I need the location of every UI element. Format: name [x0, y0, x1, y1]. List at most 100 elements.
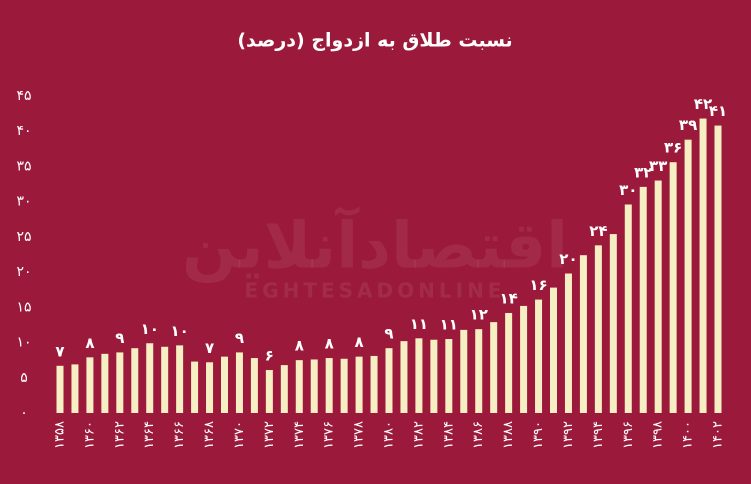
bar: [161, 346, 169, 413]
bar: [191, 361, 199, 413]
value-label: ۱۶: [529, 276, 547, 294]
bar: [56, 365, 64, 413]
bar: [579, 255, 587, 413]
bar: [176, 345, 184, 413]
bar: [101, 353, 109, 413]
value-label: ۷: [205, 339, 214, 357]
bar: [475, 329, 483, 413]
bar: [460, 329, 468, 413]
x-tick-label: ۱۳۹۶: [621, 421, 636, 449]
bar: [325, 358, 333, 413]
bar: [639, 186, 647, 413]
bar: [131, 348, 139, 413]
bar: [415, 338, 423, 413]
x-tick-label: ۱۳۸۲: [411, 421, 426, 449]
bar: [535, 299, 543, 413]
bar: [684, 139, 692, 414]
value-label: ۱۱: [410, 315, 428, 333]
value-label: ۱۰: [170, 322, 188, 340]
x-tick-label: ۱۳۸۴: [441, 421, 456, 449]
bar: [370, 355, 378, 413]
y-tick-label: ۵: [20, 370, 28, 386]
bar: [146, 343, 154, 413]
bar: [250, 358, 258, 413]
bar: [609, 234, 617, 413]
bar: [654, 180, 662, 413]
value-label: ۴۱: [709, 102, 727, 120]
bar: [550, 287, 557, 413]
chart-title: نسبت طلاق به ازدواج (درصد): [237, 30, 512, 52]
x-tick-label: ۱۳۶۴: [142, 421, 157, 449]
x-tick-label: ۱۳۶۲: [112, 421, 127, 449]
bar: [221, 356, 228, 413]
watermark: اقتصادآنلاین: [182, 206, 568, 284]
value-label: ۱۴: [499, 289, 517, 307]
y-tick-label: ۱۰: [16, 335, 31, 351]
value-label: ۴۲: [694, 95, 712, 113]
value-label: ۲۰: [559, 250, 577, 268]
y-tick-label: ۲۵: [16, 229, 31, 245]
value-label: ۸: [355, 333, 364, 351]
value-label: ۳۰: [619, 181, 637, 199]
bar: [699, 118, 707, 413]
x-tick-label: ۱۳۷۴: [292, 421, 307, 449]
y-tick-label: ۴۰: [16, 123, 31, 139]
x-tick-label: ۱۳۷۸: [352, 421, 367, 449]
x-tick-label: ۱۴۰۲: [711, 421, 726, 449]
value-label: ۹: [235, 329, 244, 347]
value-label: ۸: [295, 337, 304, 355]
bar: [265, 370, 273, 413]
value-label: ۳۶: [664, 139, 682, 157]
bar: [116, 352, 124, 413]
bar: [564, 273, 572, 413]
bar: [520, 305, 528, 413]
bar: [235, 352, 243, 413]
x-tick-label: ۱۳۷۶: [322, 421, 337, 449]
x-tick-label: ۱۳۹۰: [531, 421, 546, 449]
value-label: ۷: [55, 342, 64, 360]
bar: [355, 356, 363, 413]
value-label: ۱۱: [440, 316, 458, 334]
bar: [669, 162, 677, 413]
bar: [71, 364, 79, 413]
y-tick-label: ۳۰: [16, 194, 31, 210]
value-label: ۳۲: [634, 163, 652, 181]
x-tick-label: ۱۳۶۰: [82, 421, 97, 449]
value-label: ۲۴: [589, 222, 607, 240]
bar: [714, 125, 722, 413]
value-label: ۳۳: [649, 157, 667, 175]
x-tick-label: ۱۳۶۸: [202, 421, 217, 449]
y-tick-label: ۱۵: [16, 299, 31, 315]
value-label: ۹: [384, 325, 393, 343]
x-tick-label: ۱۳۸۰: [382, 421, 397, 449]
bar: [86, 357, 94, 413]
bar: [490, 322, 498, 413]
y-tick-label: ۳۵: [16, 158, 31, 174]
x-tick-label: ۱۳۸۸: [501, 421, 516, 449]
bar: [340, 358, 348, 413]
x-tick-label: ۱۳۹۴: [591, 421, 606, 449]
bar: [295, 360, 303, 413]
bar: [430, 339, 438, 413]
value-label: ۱۲: [470, 306, 488, 324]
value-label: ۶: [265, 347, 274, 365]
x-tick-label: ۱۴۰۰: [681, 421, 696, 449]
x-tick-label: ۱۳۵۸: [53, 421, 68, 449]
x-tick-label: ۱۳۷۰: [232, 421, 247, 449]
bar: [624, 204, 632, 413]
bar: [594, 245, 602, 413]
bar: [445, 339, 453, 413]
value-label: ۱۰: [141, 320, 159, 338]
bar: [280, 365, 288, 413]
x-tick-label: ۱۳۶۶: [172, 421, 187, 449]
value-label: ۳۹: [679, 116, 697, 134]
x-tick-label: ۱۳۹۲: [561, 421, 576, 449]
bar: [206, 362, 214, 413]
value-label: ۹: [115, 329, 124, 347]
watermark: EGHTESADONLINE: [245, 279, 506, 303]
x-tick-label: ۱۳۹۸: [651, 421, 666, 449]
x-tick-label: ۱۳۷۲: [262, 421, 277, 449]
value-label: ۸: [325, 335, 334, 353]
